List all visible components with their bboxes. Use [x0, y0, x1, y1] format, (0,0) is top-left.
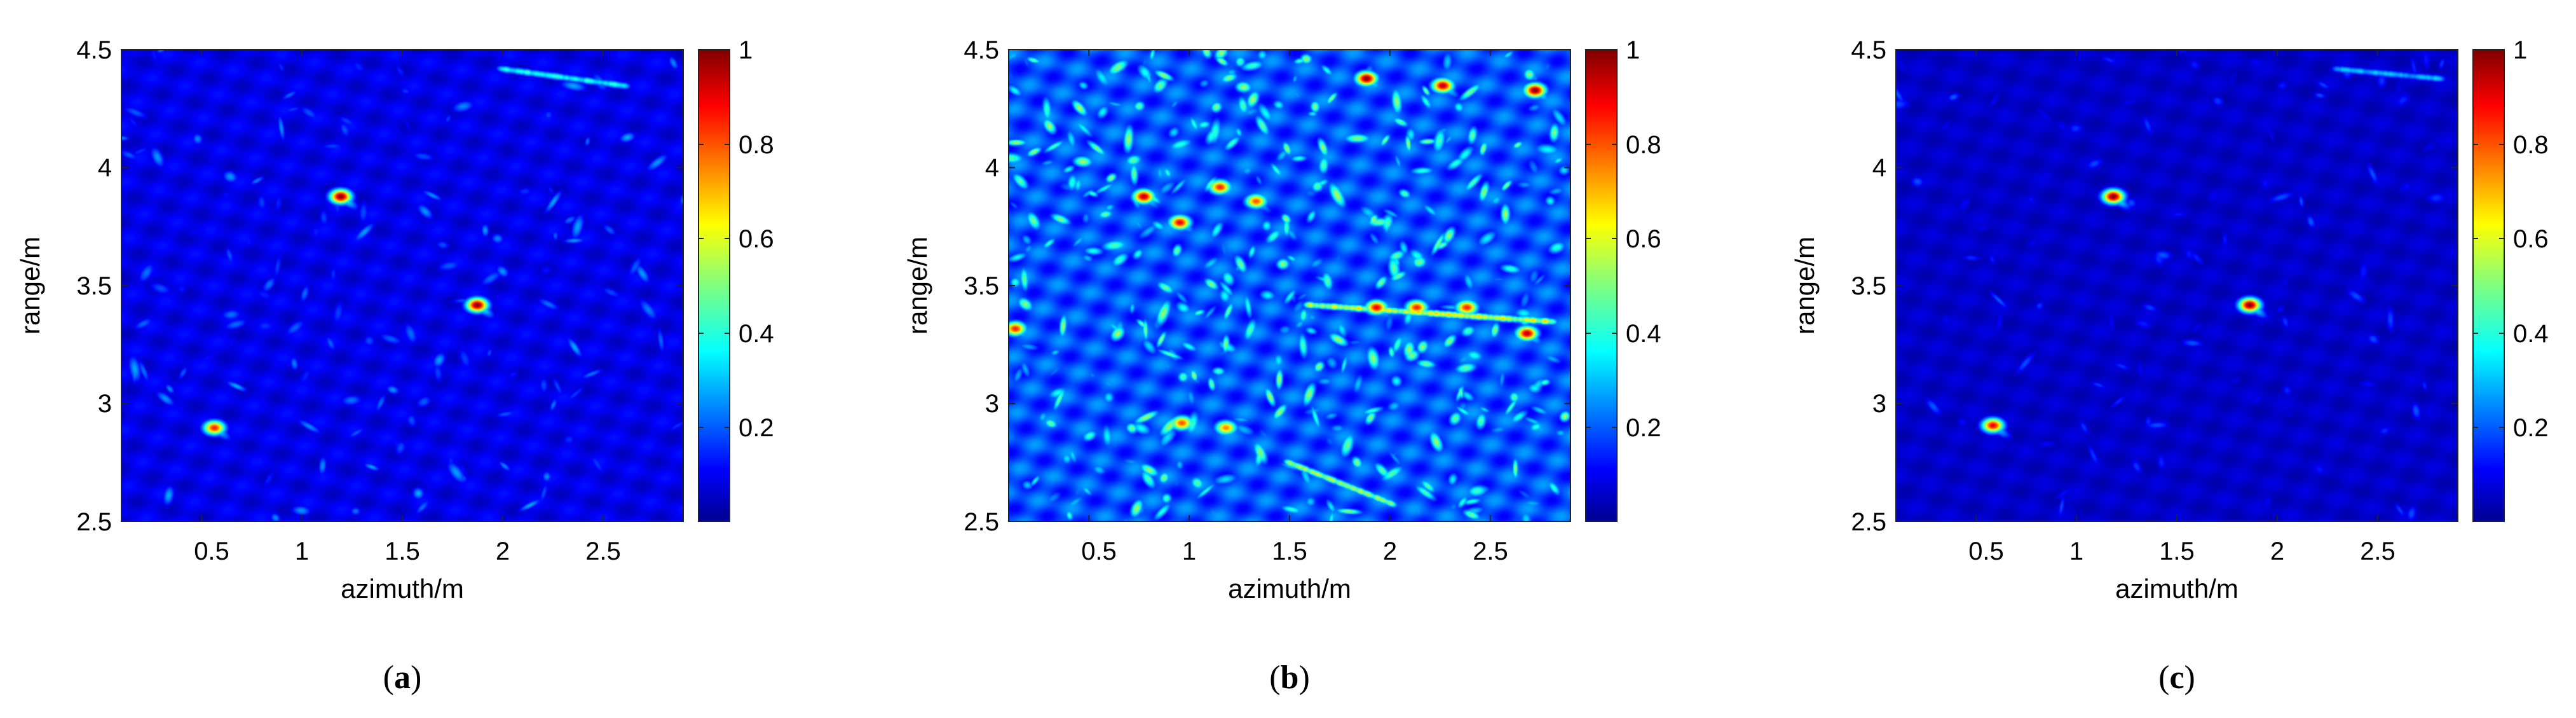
colorbar: [2472, 49, 2505, 522]
colorbar-tick-label: 1: [739, 36, 753, 64]
colorbar-tick-label: 0.8: [1626, 131, 1661, 159]
y-tick-label: 3: [1872, 390, 1886, 418]
x-tick-label: 1.5: [2159, 537, 2195, 565]
colorbar-tick-label: 0.6: [2513, 225, 2549, 253]
colorbar-tick-label: 0.2: [2513, 414, 2549, 442]
x-tick-label: 1.5: [385, 537, 420, 565]
panel-caption: (c): [2158, 659, 2195, 696]
heatmap-b: [1009, 50, 1571, 521]
colorbar-tick-label: 0.8: [739, 131, 774, 159]
y-axis-label: range/m: [15, 237, 45, 335]
x-tick-label: 2: [496, 537, 510, 565]
tick-marks: [1009, 49, 1571, 522]
x-tick-label: 2.5: [1473, 537, 1508, 565]
y-tick-label: 2.5: [1851, 508, 1886, 536]
y-tick-label: 3: [98, 390, 112, 418]
y-tick-label: 4: [1872, 154, 1886, 182]
colorbar-ticks: [699, 144, 730, 428]
x-tick-label: 0.5: [1968, 537, 2004, 565]
colorbar-tick-label: 0.8: [2513, 131, 2549, 159]
y-axis-label: range/m: [903, 237, 932, 335]
panel-caption-letter: b: [1281, 659, 1299, 696]
x-tick-label: 2: [1383, 537, 1397, 565]
x-tick-label: 2.5: [2360, 537, 2395, 565]
x-axis-label: azimuth/m: [341, 574, 464, 604]
colorbar-tick-label: 0.4: [739, 320, 774, 348]
heatmap-c: [1896, 50, 2458, 521]
panel-caption: (a): [383, 659, 422, 696]
colorbar-tick-label: 0.6: [1626, 225, 1661, 253]
y-axis-label: range/m: [1790, 237, 1820, 335]
tick-marks: [121, 49, 683, 522]
colorbar-tick-label: 1: [1626, 36, 1640, 64]
colorbar-ticks: [1586, 144, 1617, 428]
panel-c: 4.5 4 3.5 3 2.5 0.5 1 1.5 2 2.5 azimuth/…: [1790, 36, 2549, 696]
x-axis-label: azimuth/m: [2115, 574, 2239, 604]
colorbar: [1585, 49, 1618, 522]
colorbar-tick-label: 0.4: [2513, 320, 2549, 348]
y-tick-label: 3: [985, 390, 999, 418]
y-tick-label: 4: [98, 154, 112, 182]
x-tick-label: 1: [2069, 537, 2083, 565]
x-tick-label: 0.5: [194, 537, 229, 565]
y-tick-label: 2.5: [964, 508, 999, 536]
panel-a: 4.5 4 3.5 3 2.5 0.5 1 1.5 2 2.5 azimuth/…: [15, 36, 774, 696]
y-tick-label: 3.5: [964, 272, 999, 300]
heatmap-a: [121, 50, 683, 521]
colorbar-ticks: [2473, 144, 2504, 428]
x-axis-label: azimuth/m: [1228, 574, 1351, 604]
x-tick-label: 2: [2270, 537, 2284, 565]
y-tick-label: 4.5: [964, 36, 999, 64]
y-tick-label: 4.5: [1851, 36, 1886, 64]
y-tick-label: 4.5: [76, 36, 112, 64]
colorbar-tick-label: 0.2: [1626, 414, 1661, 442]
y-tick-label: 2.5: [76, 508, 112, 536]
y-tick-label: 3.5: [76, 272, 112, 300]
x-tick-label: 1.5: [1272, 537, 1307, 565]
y-tick-label: 4: [985, 154, 999, 182]
panel-caption-letter: c: [2169, 659, 2184, 696]
panel-caption-letter: a: [394, 659, 411, 696]
panel-b: 4.5 4 3.5 3 2.5 0.5 1 1.5 2 2.5 azimuth/…: [903, 36, 1661, 696]
x-tick-label: 0.5: [1081, 537, 1117, 565]
colorbar: [698, 49, 730, 522]
colorbar-tick-label: 1: [2513, 36, 2527, 64]
colorbar-tick-label: 0.6: [739, 225, 774, 253]
x-tick-label: 1: [1182, 537, 1196, 565]
x-tick-label: 1: [295, 537, 309, 565]
y-tick-label: 3.5: [1851, 272, 1886, 300]
x-tick-label: 2.5: [585, 537, 621, 565]
colorbar-tick-label: 0.4: [1626, 320, 1661, 348]
colorbar-tick-label: 0.2: [739, 414, 774, 442]
panel-caption: (b): [1269, 659, 1310, 696]
tick-marks: [1896, 49, 2458, 522]
